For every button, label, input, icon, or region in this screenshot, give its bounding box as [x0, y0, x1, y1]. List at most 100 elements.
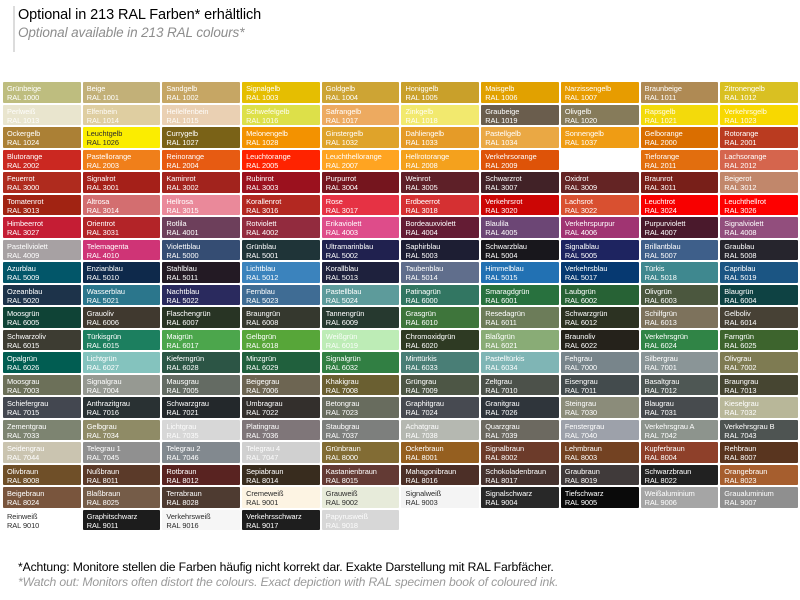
colour-swatch[interactable]: Verkehrsgrau B RAL 7043 [720, 419, 798, 440]
colour-swatch[interactable]: Fenstergrau RAL 7040 [560, 419, 639, 440]
colour-swatch[interactable]: Leuchtorange RAL 2005 [242, 149, 320, 170]
colour-swatch[interactable]: Tannengrün RAL 6009 [321, 307, 400, 328]
colour-swatch[interactable]: Olivgrau RAL 7002 [720, 352, 798, 373]
colour-swatch[interactable]: Lachsorange RAL 2012 [720, 149, 798, 170]
colour-swatch[interactable]: Moosgrün RAL 6005 [3, 307, 81, 328]
colour-swatch[interactable]: Signalgelb RAL 1003 [242, 82, 320, 103]
colour-swatch[interactable]: Eisengrau RAL 7011 [560, 374, 639, 395]
colour-swatch[interactable]: Taubenblau RAL 5014 [401, 262, 480, 283]
colour-swatch[interactable]: Gelboliv RAL 6014 [720, 307, 798, 328]
colour-swatch[interactable]: Grauoliv RAL 6006 [82, 307, 161, 328]
colour-swatch[interactable]: Verkehrsorange RAL 2009 [481, 149, 559, 170]
colour-swatch[interactable]: Blaßgrün RAL 6021 [481, 329, 559, 350]
colour-swatch[interactable]: Silbergrau RAL 7001 [640, 352, 719, 373]
colour-swatch[interactable]: Schwarzrot RAL 3007 [481, 172, 559, 193]
colour-swatch[interactable]: Braungrün RAL 6008 [242, 307, 320, 328]
colour-swatch[interactable]: Schwarzbraun RAL 8022 [640, 464, 719, 485]
colour-swatch[interactable]: Rapsgelb RAL 1021 [640, 104, 719, 125]
colour-swatch[interactable]: Signalrot RAL 3001 [82, 172, 161, 193]
colour-swatch[interactable]: Feuerrot RAL 3000 [3, 172, 81, 193]
colour-swatch[interactable]: Brillantblau RAL 5007 [640, 239, 719, 260]
colour-swatch[interactable]: Erdbeerrot RAL 3018 [401, 194, 480, 215]
colour-swatch[interactable]: Rotorange RAL 2001 [720, 127, 798, 148]
colour-swatch[interactable]: Himbeerrot RAL 3027 [3, 217, 81, 238]
colour-swatch[interactable]: Honiggelb RAL 1005 [401, 82, 480, 103]
colour-swatch[interactable]: Olivbraun RAL 8008 [3, 464, 81, 485]
colour-swatch[interactable]: Enzianblau RAL 5010 [82, 262, 161, 283]
colour-swatch[interactable]: Nußbraun RAL 8011 [82, 464, 161, 485]
colour-swatch[interactable]: Sandgelb RAL 1002 [162, 82, 241, 103]
colour-swatch[interactable]: Rose RAL 3017 [321, 194, 400, 215]
colour-swatch[interactable]: Nachtblau RAL 5022 [162, 284, 241, 305]
colour-swatch[interactable]: Graubraun RAL 8019 [560, 464, 639, 485]
colour-swatch[interactable]: Safrangelb RAL 1017 [321, 104, 400, 125]
colour-swatch[interactable]: Blaßbraun RAL 8025 [82, 487, 161, 508]
colour-swatch[interactable]: Blaugrau RAL 7031 [640, 397, 719, 418]
colour-swatch[interactable]: Graphitgrau RAL 7024 [401, 397, 480, 418]
colour-swatch[interactable]: Resedagrün RAL 6011 [481, 307, 559, 328]
colour-swatch[interactable]: Blaulila RAL 4005 [481, 217, 559, 238]
colour-swatch[interactable]: Erikaviolett RAL 4003 [321, 217, 400, 238]
colour-swatch[interactable]: Minttürkis RAL 6033 [401, 352, 480, 373]
colour-swatch[interactable]: Schiefergrau RAL 7015 [3, 397, 81, 418]
colour-swatch[interactable]: Mausgrau RAL 7005 [162, 374, 241, 395]
colour-swatch[interactable]: Blutorange RAL 2002 [3, 149, 81, 170]
colour-swatch[interactable]: Verkehrsschwarz RAL 9017 [242, 509, 320, 530]
colour-swatch[interactable]: Purpurrot RAL 3004 [321, 172, 400, 193]
colour-swatch[interactable]: Rubinrot RAL 3003 [242, 172, 320, 193]
colour-swatch[interactable]: Beige RAL 1001 [82, 82, 161, 103]
colour-swatch[interactable]: Schwefelgelb RAL 1016 [242, 104, 320, 125]
colour-swatch[interactable]: Signalviolett RAL 4008 [720, 217, 798, 238]
colour-swatch[interactable]: Leuchthellrot RAL 3026 [720, 194, 798, 215]
colour-swatch[interactable]: Kieselgrau RAL 7032 [720, 397, 798, 418]
colour-swatch[interactable]: Türkisgrün RAL 6015 [82, 329, 161, 350]
colour-swatch[interactable]: Hellelfenbein RAL 1015 [162, 104, 241, 125]
colour-swatch[interactable]: Reinweiß RAL 9010 [3, 509, 81, 530]
colour-swatch[interactable]: Moosgrau RAL 7003 [3, 374, 81, 395]
colour-swatch[interactable]: Telemagenta RAL 4010 [82, 239, 161, 260]
colour-swatch[interactable]: Leuchthellorange RAL 2007 [321, 149, 400, 170]
colour-swatch[interactable]: Dahliengelb RAL 1033 [401, 127, 480, 148]
colour-swatch[interactable]: Oxidrot RAL 3009 [560, 172, 639, 193]
colour-swatch[interactable]: Maigrün RAL 6017 [162, 329, 241, 350]
colour-swatch[interactable]: Khakigrau RAL 7008 [321, 374, 400, 395]
colour-swatch[interactable]: Chromoxidgrün RAL 6020 [401, 329, 480, 350]
colour-swatch[interactable]: Opalgrün RAL 6026 [3, 352, 81, 373]
colour-swatch[interactable]: Verkehrsgrau A RAL 7042 [640, 419, 719, 440]
colour-swatch[interactable]: Pastellviolett RAL 4009 [3, 239, 81, 260]
colour-swatch[interactable]: Mahagonibraun RAL 8016 [401, 464, 480, 485]
colour-swatch[interactable]: Lichtblau RAL 5012 [242, 262, 320, 283]
colour-swatch[interactable]: Pastellgelb RAL 1034 [481, 127, 559, 148]
colour-swatch[interactable]: Maisgelb RAL 1006 [481, 82, 559, 103]
colour-swatch[interactable]: Ockergelb RAL 1024 [3, 127, 81, 148]
colour-swatch[interactable]: Telegrau 1 RAL 7045 [82, 442, 161, 463]
colour-swatch[interactable]: Zementgrau RAL 7033 [3, 419, 81, 440]
colour-swatch[interactable]: Verkehrsgrün RAL 6024 [640, 329, 719, 350]
colour-swatch[interactable]: Stahlblau RAL 5011 [162, 262, 241, 283]
colour-swatch[interactable]: Perlweiß RAL 1013 [3, 104, 81, 125]
colour-swatch[interactable]: Azurblau RAL 5009 [3, 262, 81, 283]
colour-swatch[interactable]: Melonengelb RAL 1028 [242, 127, 320, 148]
colour-swatch[interactable]: Elfenbein RAL 1014 [82, 104, 161, 125]
colour-swatch[interactable]: Ozeanblau RAL 5020 [3, 284, 81, 305]
colour-swatch[interactable]: Kaminrot RAL 3002 [162, 172, 241, 193]
colour-swatch[interactable]: Schwarzoliv RAL 6015 [3, 329, 81, 350]
colour-swatch[interactable]: Gelborange RAL 2000 [640, 127, 719, 148]
colour-swatch[interactable]: Lehmbraun RAL 8003 [560, 442, 639, 463]
colour-swatch[interactable]: Schwarzgrün RAL 6012 [560, 307, 639, 328]
colour-swatch[interactable]: Leuchtrot RAL 3024 [640, 194, 719, 215]
colour-swatch[interactable]: Bordeauxviolett RAL 4004 [401, 217, 480, 238]
colour-swatch[interactable]: Basaltgrau RAL 7012 [640, 374, 719, 395]
colour-swatch[interactable]: Goldgelb RAL 1004 [321, 82, 400, 103]
colour-swatch[interactable]: Olivgelb RAL 1020 [560, 104, 639, 125]
colour-swatch[interactable]: Sepiabraun RAL 8014 [242, 464, 320, 485]
colour-swatch[interactable]: Verkehrsrot RAL 3020 [481, 194, 559, 215]
colour-swatch[interactable]: Capriblau RAL 5019 [720, 262, 798, 283]
colour-swatch[interactable]: Rotlila RAL 4001 [162, 217, 241, 238]
colour-swatch[interactable]: Lachsrot RAL 3022 [560, 194, 639, 215]
colour-swatch[interactable]: Beigerot RAL 3012 [720, 172, 798, 193]
colour-swatch[interactable]: Staubgrau RAL 7037 [321, 419, 400, 440]
colour-swatch[interactable]: Himmelblau RAL 5015 [481, 262, 559, 283]
colour-swatch[interactable]: Fehgrau RAL 7000 [560, 352, 639, 373]
colour-swatch[interactable]: Anthrazitgrau RAL 7016 [82, 397, 161, 418]
